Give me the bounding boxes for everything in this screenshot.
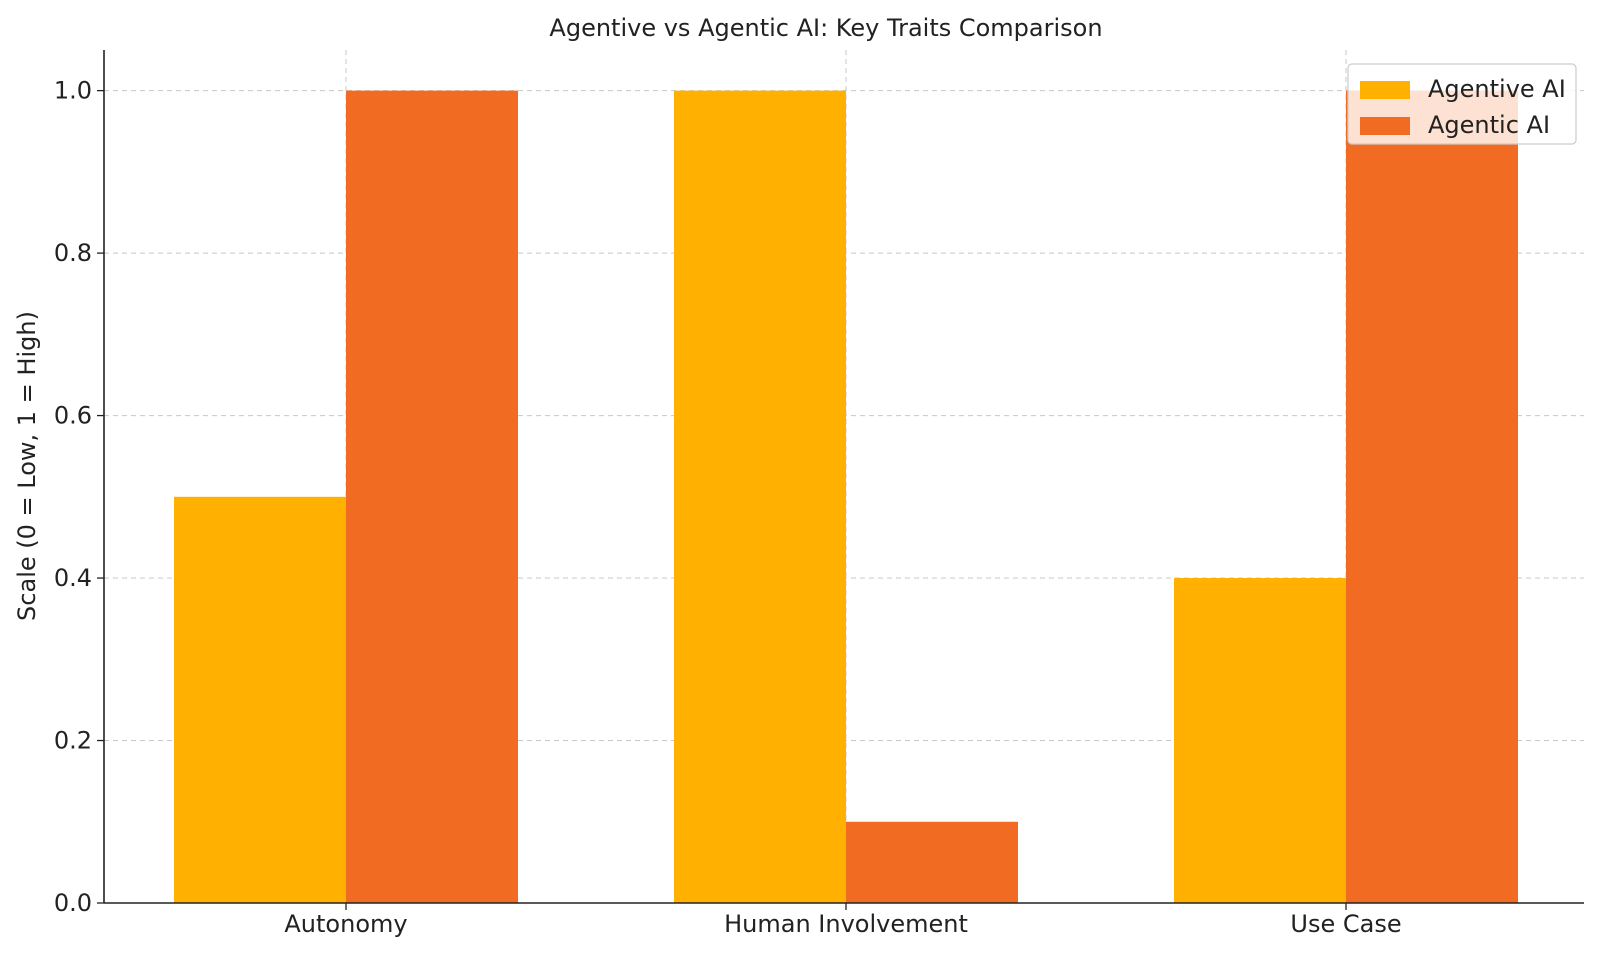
x-tick-label: Human Involvement — [724, 910, 968, 938]
legend-swatch — [1360, 81, 1410, 99]
bar-use-case-agentive-ai — [1174, 578, 1346, 903]
bar-human-involvement-agentive-ai — [674, 90, 846, 904]
y-tick-label: 0.6 — [54, 402, 92, 430]
chart-title: Agentive vs Agentic AI: Key Traits Compa… — [549, 14, 1102, 42]
bar-use-case-agentic-ai — [1346, 90, 1518, 904]
y-tick-label: 0.2 — [54, 727, 92, 755]
legend-label: Agentic AI — [1428, 111, 1550, 139]
y-tick-label: 0.4 — [54, 564, 92, 592]
y-tick-label: 1.0 — [54, 77, 92, 105]
y-axis-label: Scale (0 = Low, 1 = High) — [13, 311, 41, 621]
legend: Agentive AI Agentic AI — [1347, 63, 1577, 145]
bar-autonomy-agentive-ai — [174, 496, 346, 903]
x-tick-label: Autonomy — [284, 910, 407, 938]
legend-swatch — [1360, 117, 1410, 135]
bars-layer — [174, 90, 1518, 904]
x-tick-label: Use Case — [1290, 910, 1401, 938]
bar-autonomy-agentic-ai — [346, 90, 518, 904]
bar-human-involvement-agentic-ai — [846, 821, 1018, 903]
y-tick-label: 0.0 — [54, 889, 92, 917]
legend-label: Agentive AI — [1428, 75, 1566, 103]
y-tick-label: 0.8 — [54, 239, 92, 267]
axes-layer: 0.0 0.2 0.4 0.6 0.8 1.0 Autonomy Human Involvem… — [54, 50, 1584, 938]
